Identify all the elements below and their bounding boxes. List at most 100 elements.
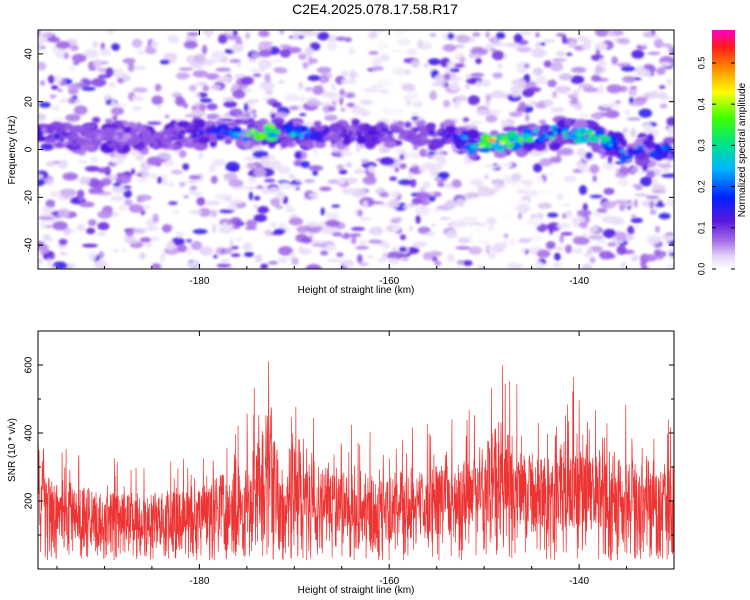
heatmap-noise-blob: [156, 158, 167, 163]
heatmap-noise-blob: [121, 248, 127, 253]
heatmap-noise-blob: [271, 101, 283, 108]
heatmap-ridge-blob: [172, 131, 177, 135]
heatmap-noise-blob: [47, 75, 55, 84]
heatmap-noise-blob: [658, 212, 671, 220]
heatmap-noise-blob: [275, 205, 284, 210]
heatmap-noise-blob: [195, 93, 200, 99]
heatmap-noise-blob: [535, 32, 540, 38]
heatmap-noise-blob: [188, 84, 197, 92]
heatmap-noise-blob: [511, 173, 522, 181]
heatmap-noise-blob: [110, 107, 125, 116]
heatmap-noise-blob: [59, 251, 68, 256]
heatmap-noise-blob: [226, 35, 242, 41]
heatmap-noise-blob: [244, 226, 258, 230]
heatmap-noise-blob: [540, 42, 546, 46]
heatmap-noise-blob: [206, 113, 221, 120]
heatmap-noise-blob: [528, 234, 544, 242]
heatmap-noise-blob: [478, 240, 491, 245]
heatmap-noise-blob: [508, 238, 516, 246]
heatmap-noise-blob: [579, 221, 588, 229]
heatmap-noise-blob: [323, 105, 329, 114]
heatmap-noise-blob: [500, 119, 508, 128]
heatmap-noise-blob: [216, 75, 232, 83]
heatmap-noise-blob: [452, 219, 465, 228]
heatmap-noise-blob: [484, 44, 494, 51]
heatmap-noise-blob: [531, 177, 544, 185]
heatmap-noise-blob: [175, 95, 184, 106]
heatmap-noise-blob: [57, 88, 63, 93]
heatmap-ridge-blob: [313, 125, 326, 131]
heatmap-noise-blob: [565, 244, 572, 254]
heatmap-ridge-blob: [428, 131, 435, 135]
heatmap-noise-blob: [224, 247, 233, 255]
heatmap-ridge-blob: [608, 142, 613, 147]
heatmap-noise-blob: [70, 44, 79, 51]
heatmap-noise-blob: [51, 85, 59, 90]
heatmap-noise-blob: [312, 85, 324, 96]
heatmap-ridge-blob: [494, 136, 503, 141]
heatmap-noise-blob: [629, 101, 645, 107]
heatmap-noise-blob: [667, 263, 674, 269]
heatmap-ridge-blob: [461, 135, 468, 140]
heatmap-ridge-blob: [383, 140, 397, 149]
heatmap-noise-blob: [412, 241, 428, 248]
heatmap-noise-blob: [228, 179, 244, 188]
heatmap-noise-blob: [445, 230, 458, 239]
heatmap-noise-blob: [552, 90, 557, 99]
heatmap-noise-blob: [649, 200, 654, 210]
heatmap-noise-blob: [40, 211, 52, 217]
heatmap-noise-blob: [516, 204, 531, 214]
heatmap-noise-blob: [437, 160, 444, 171]
heatmap-noise-blob: [132, 95, 144, 102]
heatmap-noise-blob: [172, 210, 180, 215]
heatmap-noise-blob: [331, 100, 337, 107]
heatmap-noise-blob: [211, 223, 217, 234]
heatmap-ridge-blob: [470, 145, 476, 150]
heatmap-noise-blob: [51, 105, 60, 111]
heatmap-ridge-blob: [657, 153, 669, 160]
heatmap-ridge-blob: [314, 141, 327, 149]
heatmap-noise-blob: [654, 128, 659, 137]
heatmap-noise-blob: [348, 47, 355, 55]
heatmap-noise-blob: [90, 156, 98, 164]
heatmap-x-axis-label: Height of straight line (km): [298, 285, 415, 296]
heatmap-noise-blob: [668, 46, 674, 54]
heatmap-noise-blob: [40, 143, 54, 151]
heatmap-noise-blob: [470, 120, 482, 125]
heatmap-ridge-blob: [263, 126, 270, 131]
heatmap-noise-blob: [407, 172, 414, 179]
heatmap-noise-blob: [371, 66, 384, 71]
heatmap-ridge-blob: [207, 129, 213, 133]
heatmap-noise-blob: [53, 74, 63, 84]
heatmap-noise-blob: [319, 186, 332, 192]
heatmap-noise-blob: [568, 39, 577, 48]
heatmap-noise-blob: [152, 213, 159, 223]
heatmap-noise-blob: [644, 91, 657, 99]
heatmap-ridge-blob: [595, 129, 605, 136]
heatmap-ridge-blob: [76, 137, 87, 145]
heatmap-noise-blob: [489, 36, 501, 45]
heatmap-noise-blob: [38, 61, 47, 71]
heatmap-noise-blob: [399, 246, 407, 253]
heatmap-ridge-blob: [124, 135, 129, 139]
heatmap-noise-blob: [256, 185, 264, 190]
heatmap-noise-blob: [658, 163, 672, 168]
heatmap-noise-blob: [517, 69, 527, 74]
heatmap-noise-blob: [603, 187, 615, 195]
heatmap-noise-blob: [190, 240, 203, 251]
heatmap-noise-blob: [297, 248, 312, 255]
heatmap-noise-blob: [638, 108, 653, 118]
heatmap-noise-blob: [617, 38, 630, 45]
heatmap-noise-blob: [525, 101, 534, 107]
heatmap-noise-blob: [38, 113, 47, 121]
heatmap-ridge-blob: [518, 136, 524, 142]
colorbar-tick-label: 0.5: [696, 57, 706, 70]
heatmap-y-tick-label: 0: [24, 146, 35, 152]
heatmap-noise-blob: [429, 250, 443, 257]
heatmap-noise-blob: [476, 108, 492, 116]
heatmap-noise-blob: [321, 91, 336, 98]
heatmap-noise-blob: [215, 67, 232, 72]
heatmap-noise-blob: [429, 192, 435, 196]
heatmap-ridge-blob: [419, 138, 432, 145]
heatmap-noise-blob: [368, 51, 379, 55]
